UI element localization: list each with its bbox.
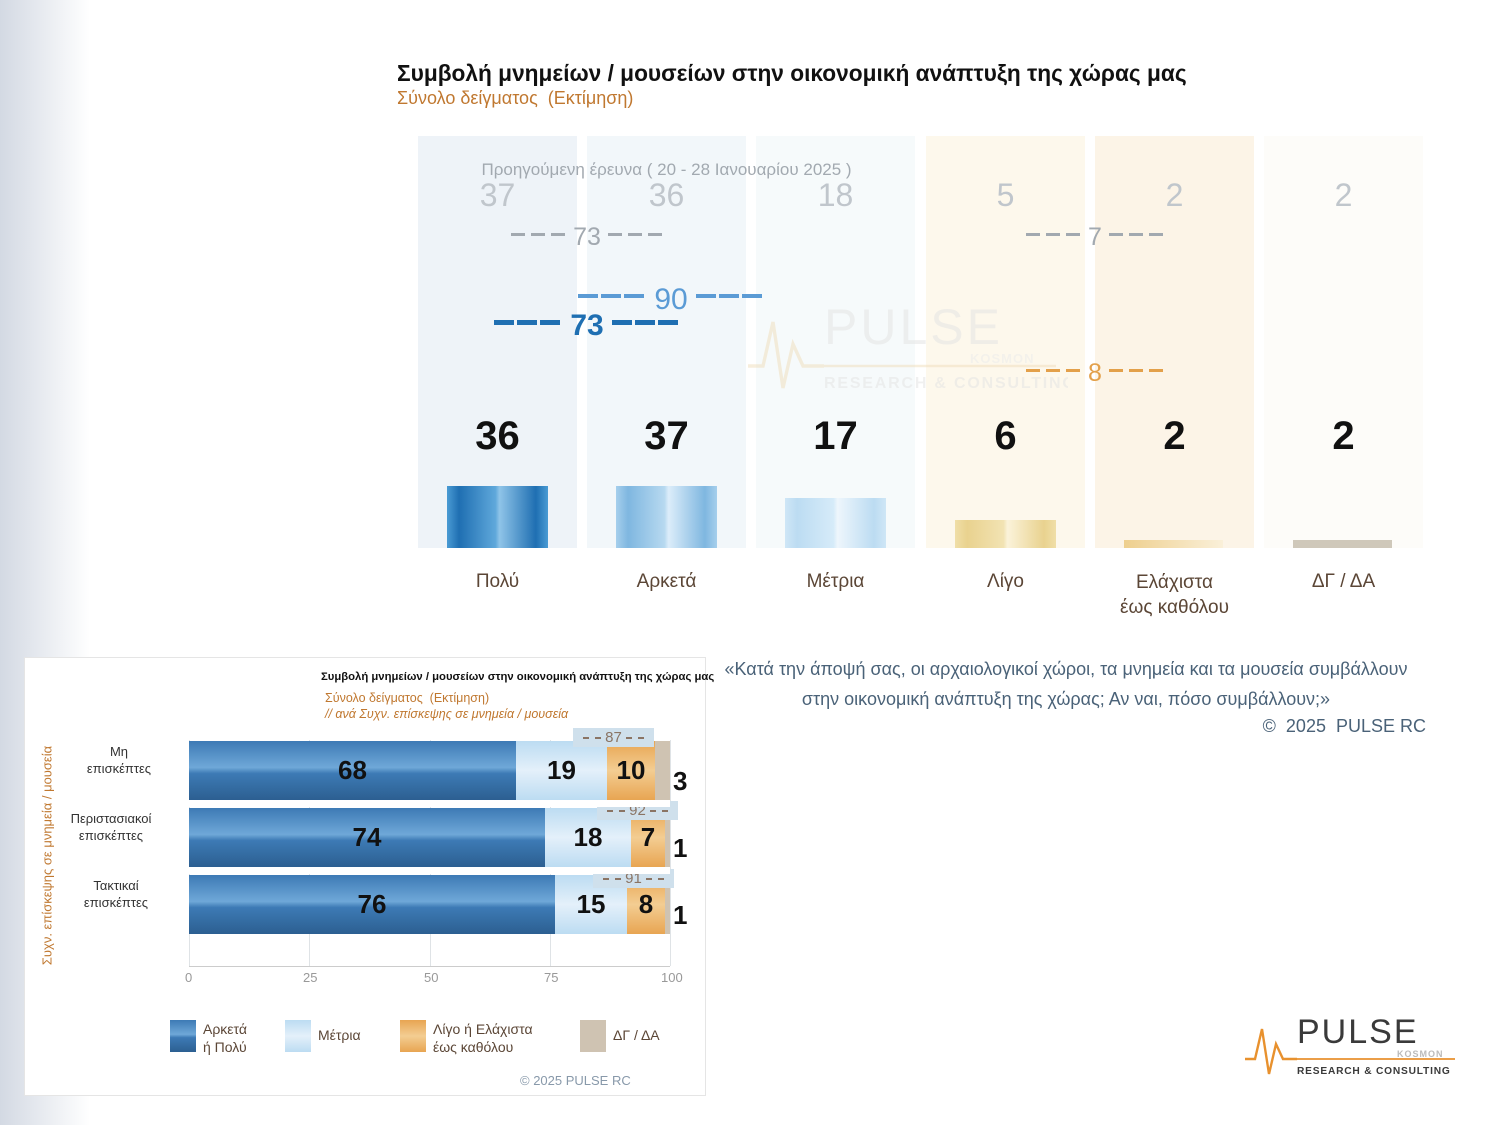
svg-text:RESEARCH & CONSULTING: RESEARCH & CONSULTING (1297, 1066, 1451, 1077)
svg-text:PULSE: PULSE (824, 299, 1003, 355)
svg-text:RESEARCH & CONSULTING: RESEARCH & CONSULTING (824, 375, 1068, 392)
svg-text:PULSE: PULSE (1297, 1013, 1419, 1051)
svg-text:KOSMON: KOSMON (1397, 1049, 1444, 1059)
svg-text:KOSMON: KOSMON (970, 351, 1035, 366)
